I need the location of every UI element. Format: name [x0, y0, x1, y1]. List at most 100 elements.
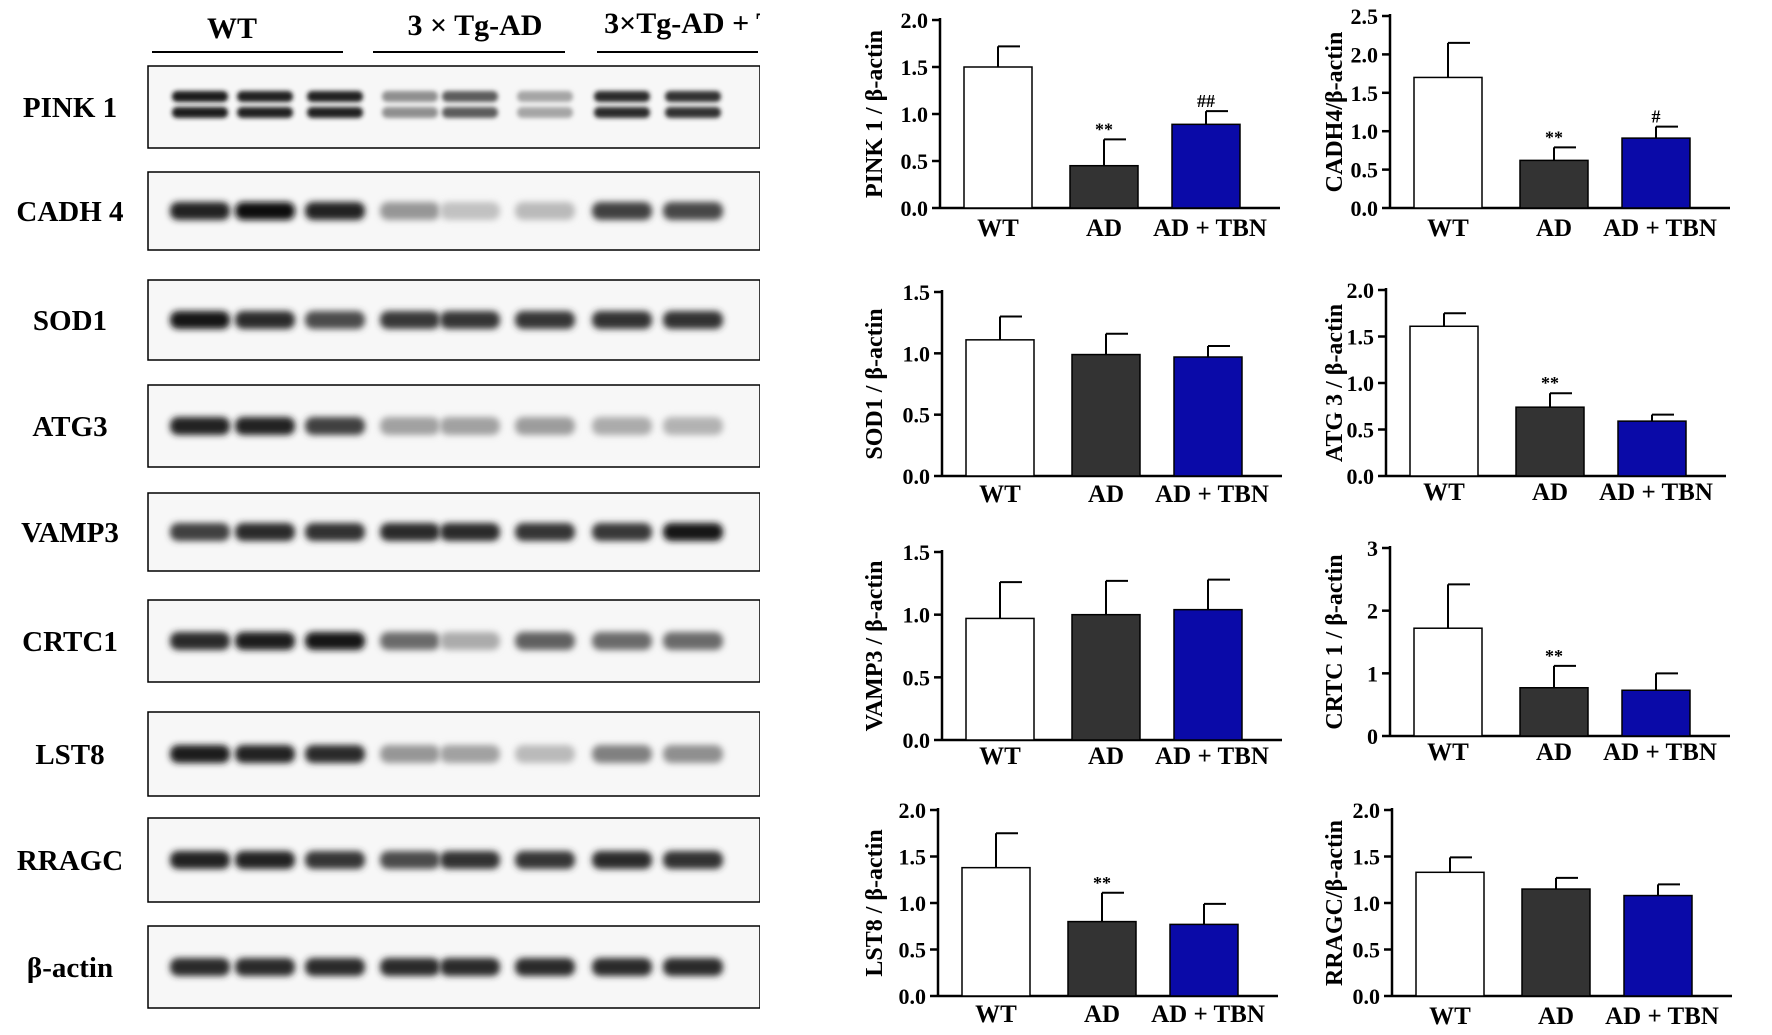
group-label: WT — [207, 12, 257, 45]
blot-band — [517, 107, 573, 118]
y-tick-label: 1.0 — [899, 891, 927, 916]
y-tick-label: 1.0 — [1353, 891, 1381, 916]
blot-band — [440, 311, 500, 329]
bar — [1415, 871, 1485, 997]
blot-band — [305, 851, 365, 869]
blot-band — [170, 958, 230, 976]
blot-band — [515, 745, 575, 763]
blot-band — [594, 107, 650, 118]
category-label: AD — [1538, 1003, 1574, 1030]
y-tick-label: 0 — [1367, 724, 1378, 749]
bar-chart: VAMP3 / β-actin 0.0 0.5 1.0 1.5 WT AD AD + TBN — [862, 540, 1282, 770]
y-axis-label: PINK 1 / β-actin — [862, 30, 888, 198]
y-tick-label: 2 — [1367, 599, 1378, 624]
y-axis-label: RRAGC/β-actin — [1322, 820, 1348, 986]
blot-band — [663, 851, 723, 869]
blot-band — [665, 107, 721, 118]
blot-label: CRTC1 — [22, 626, 118, 658]
category-label: WT — [977, 215, 1019, 242]
blot-row: CADH 4 — [16, 171, 760, 251]
y-tick-label: 2.0 — [901, 8, 929, 33]
significance-label: # — [1652, 107, 1661, 127]
blot-band — [237, 107, 293, 118]
y-axis-label: CADH4/β-actin — [1322, 32, 1348, 193]
blot-band — [663, 311, 723, 329]
blot-band — [305, 958, 365, 976]
y-tick-label: 3 — [1367, 536, 1378, 561]
bar — [1171, 123, 1241, 209]
blot-band — [515, 632, 575, 650]
category-label: WT — [1427, 215, 1469, 242]
blot-row: SOD1 — [33, 279, 760, 361]
y-tick-label: 1.5 — [903, 540, 931, 565]
blot-band — [515, 523, 575, 541]
bar — [1071, 613, 1141, 741]
blot-row: LST8 — [35, 711, 760, 797]
group-label: 3 × Tg-AD — [408, 9, 543, 42]
blot-band — [170, 745, 230, 763]
category-label: AD — [1536, 739, 1572, 766]
y-tick-label: 1.0 — [903, 341, 931, 366]
bar — [1521, 888, 1591, 997]
y-tick-label: 1.5 — [899, 845, 927, 870]
category-label: WT — [975, 1001, 1017, 1028]
bar — [1413, 627, 1483, 737]
blot-band — [663, 202, 723, 220]
blot-band — [170, 851, 230, 869]
blot-band — [305, 417, 365, 435]
blot-band — [380, 958, 440, 976]
blot-band — [170, 523, 230, 541]
blot-band — [663, 745, 723, 763]
blot-label: β-actin — [27, 952, 113, 984]
blot-label: SOD1 — [33, 305, 107, 337]
y-tick-label: 0.0 — [903, 464, 931, 489]
blot-band — [592, 632, 652, 650]
blot-band — [440, 202, 500, 220]
blot-row: CRTC1 — [22, 599, 760, 683]
blot-row: β-actin — [27, 925, 760, 1009]
blot-band — [665, 91, 721, 102]
blot-band — [305, 632, 365, 650]
y-tick-label: 0.5 — [899, 938, 927, 963]
bar — [961, 866, 1031, 997]
category-label: WT — [1429, 1003, 1471, 1030]
bar-chart: CRTC 1 / β-actin 0 1 2 3 WT ** AD AD + TBN — [1322, 536, 1730, 766]
y-tick-label: 0.0 — [1353, 984, 1381, 1009]
blot-band — [380, 202, 440, 220]
blot-band — [440, 417, 500, 435]
significance-label: ** — [1095, 119, 1113, 139]
significance-label: ** — [1545, 127, 1563, 147]
category-label: AD + TBN — [1605, 1003, 1719, 1030]
bar — [965, 617, 1035, 741]
blot-band — [380, 745, 440, 763]
y-tick-label: 2.0 — [1351, 42, 1379, 67]
bar — [1621, 689, 1691, 737]
blot-band — [515, 202, 575, 220]
category-label: AD — [1088, 743, 1124, 770]
bar — [965, 339, 1035, 477]
y-axis-label: LST8 / β-actin — [862, 829, 888, 976]
blot-row: VAMP3 — [21, 492, 760, 572]
category-label: WT — [979, 481, 1021, 508]
bar — [1173, 608, 1243, 741]
blot-band — [380, 851, 440, 869]
blot-band — [380, 523, 440, 541]
blot-band — [235, 851, 295, 869]
blot-band — [594, 91, 650, 102]
blot-band — [440, 958, 500, 976]
blot-band — [307, 107, 363, 118]
blot-band — [592, 958, 652, 976]
bar — [1617, 420, 1687, 477]
blot-row: PINK 1 — [23, 65, 760, 149]
blot-band — [172, 107, 228, 118]
blot-band — [442, 91, 498, 102]
y-axis-label: VAMP3 / β-actin — [862, 561, 888, 732]
blot-band — [307, 91, 363, 102]
bar-chart: PINK 1 / β-actin 0.0 0.5 1.0 1.5 2.0 WT ** AD ## A… — [862, 8, 1280, 242]
category-label: AD — [1088, 481, 1124, 508]
category-label: AD + TBN — [1599, 479, 1713, 506]
bar — [1519, 159, 1589, 209]
y-tick-label: 0.0 — [901, 196, 929, 221]
significance-label: ** — [1541, 373, 1559, 393]
